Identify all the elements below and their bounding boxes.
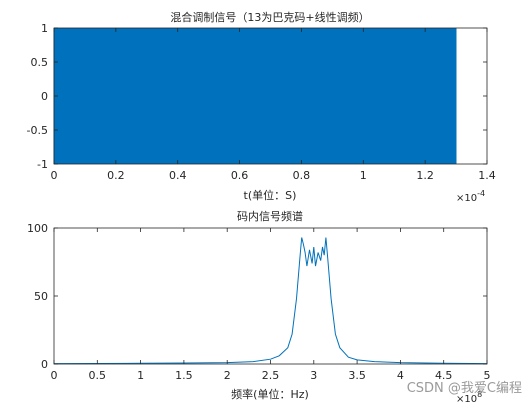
top-x-tick-label: 0.8 [293, 169, 311, 182]
top-x-tick-label: 1 [360, 169, 367, 182]
bottom-x-tick-label: 1 [137, 369, 144, 382]
bottom-x-tick-label: 0 [51, 369, 58, 382]
bottom-x-axis-label: 频率(单位：Hz) [231, 387, 309, 401]
top-y-ticks: -1 -0.5 0 0.5 1 [27, 22, 487, 171]
top-x-tick-label: 0.4 [169, 169, 187, 182]
bottom-x-tick-label: 5 [484, 369, 491, 382]
top-subplot: 混合调制信号（13为巴克码+线性调频） 0 0.2 0.4 0.6 0.8 1 1.2 1.4… [27, 10, 496, 204]
top-y-tick-label: 0 [41, 90, 48, 103]
top-x-tick-label: 0 [51, 169, 58, 182]
bottom-x-tick-label: 4 [397, 369, 404, 382]
bottom-y-ticks: 0 50 100 [27, 222, 487, 371]
bottom-y-tick-label: 0 [41, 358, 48, 371]
bottom-subplot: 码内信号频谱 0 0.5 1 1.5 2 2.5 3 3.5 4 4.5 5 0 50 100 频率(单… [27, 209, 491, 405]
top-x-exponent-base: ×10 [456, 193, 477, 204]
bottom-x-tick-label: 2 [224, 369, 231, 382]
bottom-y-tick-label: 50 [34, 290, 48, 303]
bottom-x-exponent: ×108 [456, 390, 482, 405]
bottom-x-tick-label: 2.5 [262, 369, 280, 382]
top-signal-line [53, 28, 457, 164]
spectrum-series-line [53, 237, 488, 365]
top-x-tick-label: 0.2 [107, 169, 125, 182]
watermark: CSDN @我爱C编程 [407, 381, 522, 396]
top-x-exponent: ×10-4 [456, 189, 485, 204]
bottom-x-tick-label: 4.5 [435, 369, 453, 382]
top-x-exponent-power: -4 [477, 189, 485, 198]
top-x-tick-label: 1.4 [478, 169, 496, 182]
bottom-y-tick-label: 100 [27, 222, 48, 235]
top-y-tick-label: -1 [37, 158, 48, 171]
top-x-axis-label: t(单位：S) [244, 188, 297, 202]
bottom-x-tick-label: 3.5 [348, 369, 366, 382]
bottom-x-exponent-power: 8 [477, 390, 482, 399]
top-y-tick-label: 0.5 [31, 56, 49, 69]
top-x-tick-label: 1.2 [416, 169, 434, 182]
top-x-tick-label: 0.6 [231, 169, 249, 182]
bottom-x-ticks: 0 0.5 1 1.5 2 2.5 3 3.5 4 4.5 5 [51, 228, 491, 382]
bottom-plot-background [54, 228, 487, 364]
top-y-tick-label: 1 [41, 22, 48, 35]
bottom-x-tick-label: 1.5 [175, 369, 193, 382]
top-y-tick-label: -0.5 [27, 124, 48, 137]
bottom-x-exponent-base: ×10 [456, 394, 477, 405]
top-x-ticks: 0 0.2 0.4 0.6 0.8 1 1.2 1.4 [51, 28, 496, 182]
bottom-chart-title: 码内信号频谱 [237, 209, 303, 223]
bottom-x-tick-label: 0.5 [89, 369, 107, 382]
top-signal-series [53, 28, 457, 164]
top-chart-title: 混合调制信号（13为巴克码+线性调频） [170, 10, 369, 24]
bottom-x-tick-label: 3 [310, 369, 317, 382]
